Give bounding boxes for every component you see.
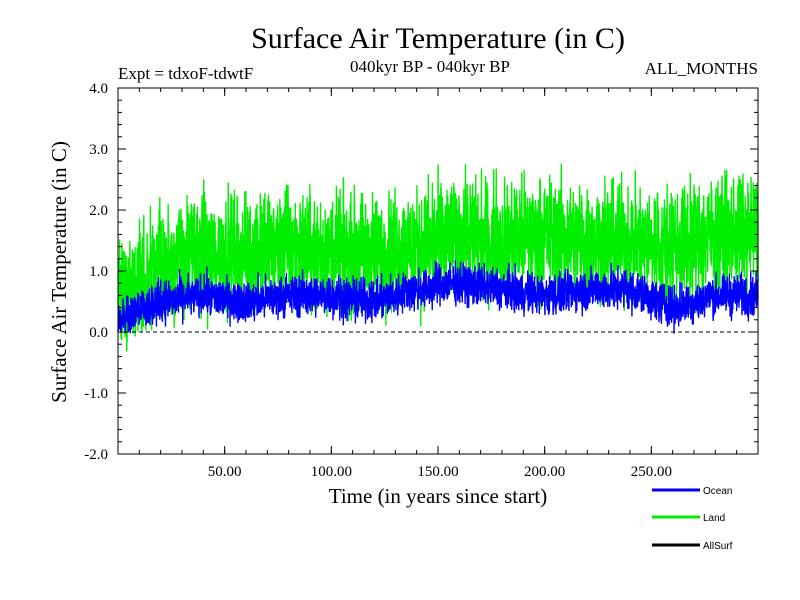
x-tick-label: 50.00 bbox=[208, 464, 242, 480]
chart-title: Surface Air Temperature (in C) bbox=[251, 22, 625, 55]
series-line-land bbox=[117, 163, 759, 352]
series-line-ocean bbox=[117, 259, 759, 334]
y-tick-label: 1.0 bbox=[89, 264, 108, 280]
months-label: ALL_MONTHS bbox=[645, 59, 758, 78]
y-tick-label: 4.0 bbox=[89, 81, 108, 97]
legend: Ocean Land AllSurf bbox=[652, 486, 733, 552]
legend-label-ocean: Ocean bbox=[703, 486, 732, 497]
y-tick-label: -2.0 bbox=[84, 447, 108, 463]
y-tick-label: 2.0 bbox=[89, 203, 108, 219]
legend-label-land: Land bbox=[703, 513, 725, 524]
plot-series bbox=[117, 163, 759, 352]
x-tick-label: 200.00 bbox=[524, 464, 565, 480]
x-tick-label: 250.00 bbox=[631, 464, 672, 480]
chart-subtitle: 040kyr BP - 040kyr BP bbox=[350, 57, 510, 76]
y-axis-label: Surface Air Temperature (in C) bbox=[47, 141, 71, 403]
legend-label-allsurf: AllSurf bbox=[703, 541, 733, 552]
expt-label: Expt = tdxoF-tdwtF bbox=[118, 64, 253, 83]
x-axis: 50.00 100.00 150.00 200.00 250.00 bbox=[117, 88, 759, 480]
x-tick-label: 150.00 bbox=[417, 464, 458, 480]
y-axis: -2.0 -1.0 0.0 1.0 2.0 3.0 4.0 bbox=[84, 81, 758, 463]
x-tick-label: 100.00 bbox=[311, 464, 352, 480]
y-tick-label: 3.0 bbox=[89, 142, 108, 158]
y-tick-label: -1.0 bbox=[84, 386, 108, 402]
x-axis-label: Time (in years since start) bbox=[329, 484, 548, 508]
y-tick-label: 0.0 bbox=[89, 325, 108, 341]
